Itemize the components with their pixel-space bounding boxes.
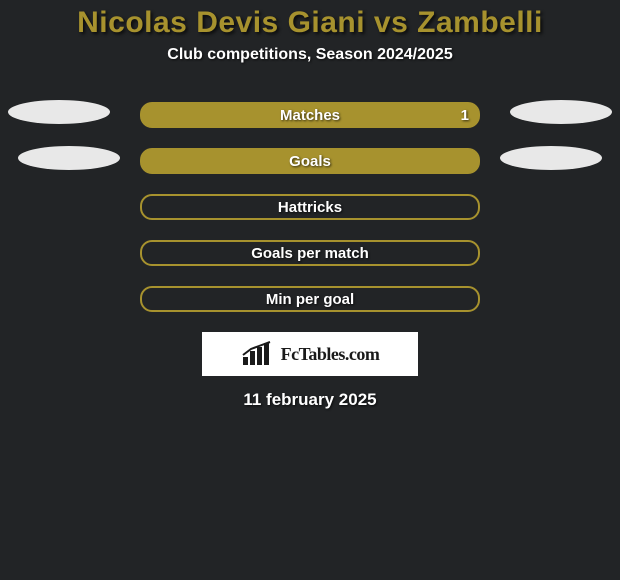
stat-label: Goals [289, 153, 331, 170]
stat-bar: Hattricks [140, 194, 480, 220]
stat-bar: Matches 1 [140, 102, 480, 128]
stat-row: Hattricks [0, 194, 620, 220]
stat-bar: Goals per match [140, 240, 480, 266]
stat-value-right: 1 [461, 107, 469, 124]
stat-label: Min per goal [266, 291, 354, 308]
stat-bar: Goals [140, 148, 480, 174]
brand-logo-text: FcTables.com [281, 344, 380, 365]
stat-bar: Min per goal [140, 286, 480, 312]
left-bubble [18, 146, 120, 170]
page-title: Nicolas Devis Giani vs Zambelli [0, 6, 620, 40]
bar-chart-icon [241, 341, 275, 367]
subtitle: Club competitions, Season 2024/2025 [0, 46, 620, 64]
stat-label: Goals per match [251, 245, 369, 262]
stat-row: Matches 1 [0, 102, 620, 128]
stats-block: Matches 1 Goals Hattricks Goals per mat [0, 102, 620, 312]
date-label: 11 february 2025 [0, 390, 620, 410]
stat-row: Goals [0, 148, 620, 174]
right-bubble [510, 100, 612, 124]
left-bubble [8, 100, 110, 124]
right-bubble [500, 146, 602, 170]
brand-logo: FcTables.com [202, 332, 418, 376]
stat-row: Goals per match [0, 240, 620, 266]
stat-label: Hattricks [278, 199, 342, 216]
stat-row: Min per goal [0, 286, 620, 312]
stat-label: Matches [280, 107, 340, 124]
comparison-infographic: Nicolas Devis Giani vs Zambelli Club com… [0, 0, 620, 580]
